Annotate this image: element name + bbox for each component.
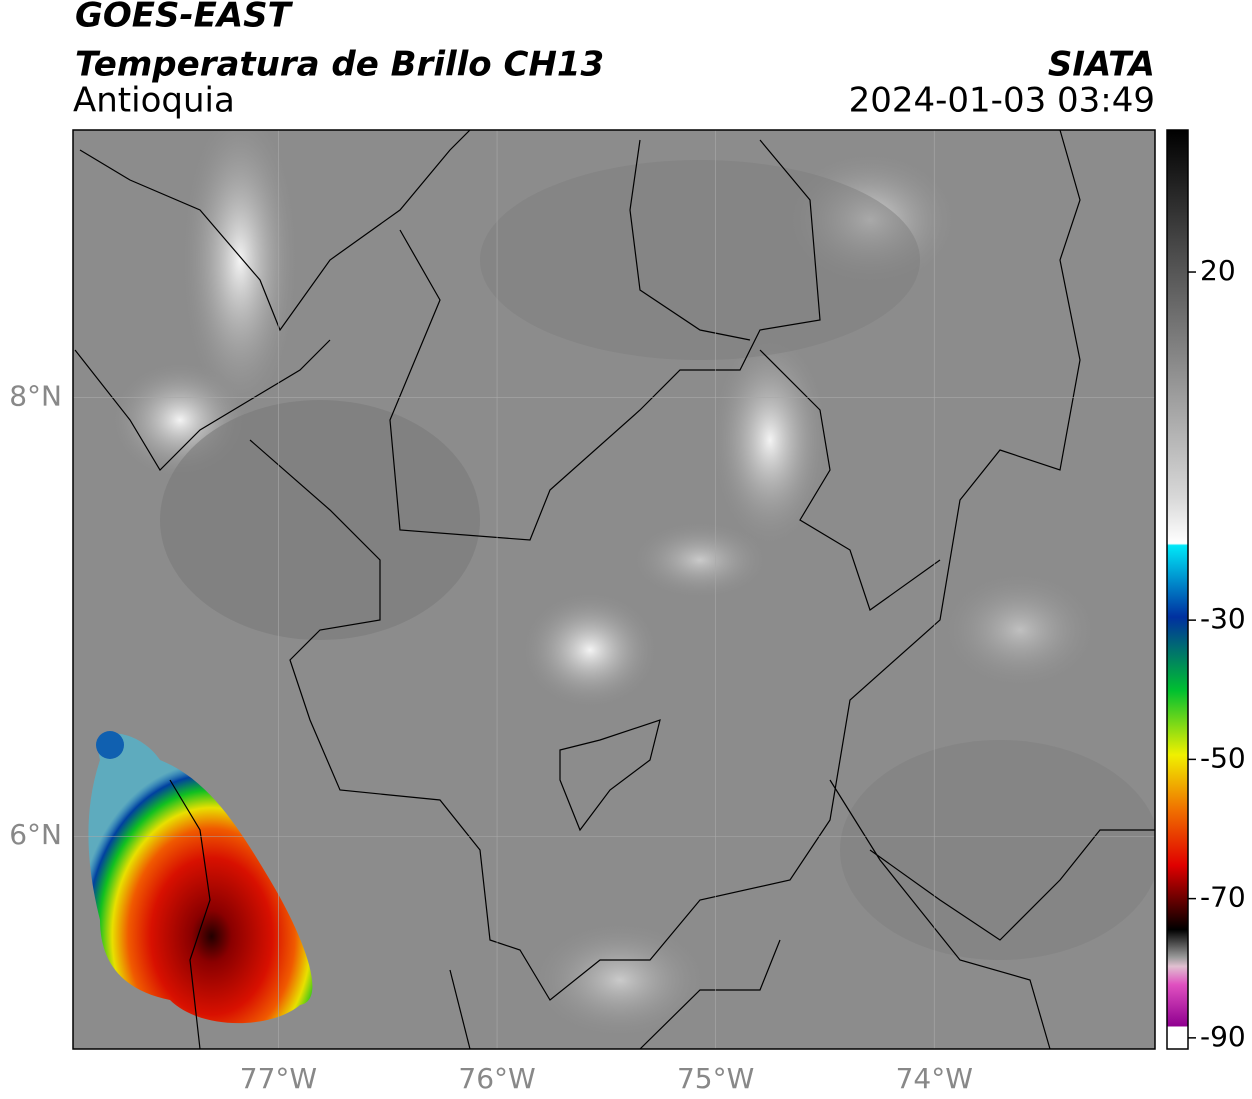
x-tick-label: 75°W xyxy=(677,1062,754,1095)
colorbar-tick-label: -70 xyxy=(1200,881,1246,914)
colorbar-tick-label: -30 xyxy=(1200,602,1246,635)
map-frame xyxy=(72,129,1156,1050)
subtitle: Temperatura de Brillo CH13 xyxy=(75,45,604,85)
y-tick-label: 6°N xyxy=(9,818,62,851)
x-tick-label: 77°W xyxy=(240,1062,317,1095)
y-tick-label: 8°N xyxy=(9,380,62,413)
datetime: 2024-01-03 03:49 xyxy=(849,81,1155,121)
colorbar-tick-label: 20 xyxy=(1200,254,1236,287)
x-tick-label: 76°W xyxy=(458,1062,535,1095)
source: SIATA xyxy=(1048,45,1155,85)
x-tick-label: 74°W xyxy=(896,1062,973,1095)
colorbar-tick-label: -90 xyxy=(1200,1020,1246,1053)
colorbar-tick-label: -50 xyxy=(1200,741,1246,774)
title: GOES-EAST xyxy=(75,0,294,36)
map-image xyxy=(73,130,1155,1049)
region: Antioquia xyxy=(73,81,235,121)
colorbar xyxy=(1166,129,1189,1050)
